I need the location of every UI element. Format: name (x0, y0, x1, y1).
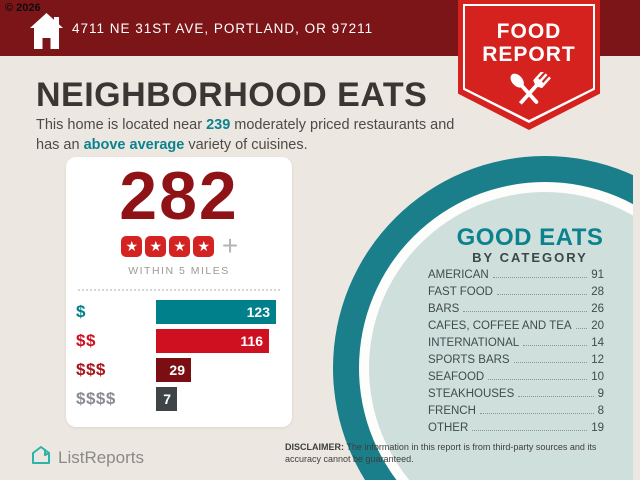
category-count: 28 (591, 286, 604, 298)
category-count: 20 (591, 320, 604, 332)
subtitle-text-mid: moderately priced restaurants and has an (36, 117, 455, 153)
badge-face: FOOD REPORT (465, 6, 593, 120)
plus-icon: + (221, 230, 239, 261)
price-bar-row: $$$$ 7 (76, 387, 282, 411)
star-icon: ★ (193, 235, 215, 257)
price-bar: 123 (156, 300, 276, 324)
price-bar-value: 29 (169, 362, 185, 378)
category-label: INTERNATIONAL (428, 337, 520, 349)
total-restaurant-count: 282 (119, 158, 239, 234)
category-count: 26 (591, 303, 604, 315)
price-bar-value: 116 (240, 333, 263, 349)
dotted-leader (518, 396, 594, 397)
restaurant-summary-card: 282 ★ ★ ★ ★ + WITHIN 5 MILES $123 $$ 116 $$$ 29 $… (66, 157, 292, 427)
restaurant-count: 239 (206, 117, 231, 133)
subtitle-text-post: variety of cuisines. (184, 136, 308, 153)
price-tier-label: $ (76, 302, 86, 321)
home-icon (28, 11, 65, 56)
dotted-leader (492, 277, 588, 278)
dotted-divider (78, 289, 280, 291)
category-count: 19 (591, 422, 604, 434)
disclaimer-text: The information in this report is from t… (285, 442, 597, 464)
star-icon: ★ (145, 235, 167, 257)
dotted-leader (479, 413, 594, 414)
price-bar-value: 7 (163, 391, 171, 407)
price-bar: 29 (156, 358, 191, 382)
dotted-leader (575, 328, 588, 329)
price-bar-row: $123 (76, 300, 282, 324)
category-count: 91 (591, 269, 604, 281)
category-count: 14 (591, 337, 604, 349)
price-bar-value: 123 (246, 304, 270, 320)
category-row: CAFES, COFFEE AND TEA 20 (428, 320, 604, 337)
disclaimer: DISCLAIMER: The information in this repo… (285, 442, 615, 465)
dotted-leader (463, 311, 588, 312)
category-row: STEAKHOUSES 9 (428, 388, 604, 405)
property-address: 4711 NE 31ST AVE, PORTLAND, OR 97211 (72, 20, 374, 36)
category-count: 9 (597, 388, 604, 400)
badge-title-line1: FOOD (496, 20, 562, 43)
category-row: OTHER 19 (428, 422, 604, 439)
category-label: FRENCH (428, 405, 476, 417)
dotted-leader (472, 430, 588, 431)
category-count: 12 (591, 354, 604, 366)
brand-logo: ListReports (30, 444, 144, 471)
category-label: SPORTS BARS (428, 354, 510, 366)
variety-highlight: above average (83, 136, 185, 153)
disclaimer-label: DISCLAIMER: (285, 442, 344, 452)
category-label: BARS (428, 303, 460, 315)
category-row: AMERICAN 91 (428, 269, 604, 286)
dotted-leader (513, 362, 588, 363)
category-label: AMERICAN (428, 269, 489, 281)
dotted-leader (496, 294, 588, 295)
category-row: SEAFOOD 10 (428, 371, 604, 388)
category-label: CAFES, COFFEE AND TEA (428, 320, 572, 332)
good-eats-circle (320, 56, 633, 480)
category-label: STEAKHOUSES (428, 388, 515, 400)
category-row: BARS 26 (428, 303, 604, 320)
price-bars: $123 $$ 116 $$$ 29 $$$$ 7 (76, 300, 282, 411)
category-row: INTERNATIONAL 14 (428, 337, 604, 354)
price-bar-row: $$ 116 (76, 329, 282, 353)
copyright-text: © 2026 (5, 2, 41, 14)
brand-name: ListReports (58, 447, 144, 467)
category-count: 10 (591, 371, 604, 383)
star-icon: ★ (169, 235, 191, 257)
badge-title-line2: REPORT (482, 43, 576, 66)
category-row: FAST FOOD 28 (428, 286, 604, 303)
crossed-utensils-icon (506, 70, 552, 119)
star-icon: ★ (121, 235, 143, 257)
page-subtitle: This home is located near 239 moderately… (36, 116, 458, 155)
category-row: FRENCH 8 (428, 405, 604, 422)
price-tier-label: $$ (76, 331, 96, 350)
page-title: NEIGHBORHOOD EATS (36, 76, 428, 114)
good-eats-subtitle: BY CATEGORY (472, 250, 588, 265)
category-count: 8 (597, 405, 604, 417)
price-bar: 116 (156, 329, 269, 353)
dotted-leader (488, 379, 588, 380)
good-eats-title: GOOD EATS (456, 224, 604, 251)
price-bar: 7 (156, 387, 177, 411)
subtitle-text: This home is located near (36, 117, 207, 133)
price-tier-label: $$$$ (76, 389, 116, 408)
category-row: SPORTS BARS 12 (428, 354, 604, 371)
listreports-house-icon (30, 444, 52, 471)
category-list: AMERICAN 91 FAST FOOD 28 BARS 26 CAFES, COFFEE… (428, 269, 604, 439)
category-label: SEAFOOD (428, 371, 485, 383)
star-rating: ★ ★ ★ ★ + (66, 230, 292, 261)
price-bar-row: $$$ 29 (76, 358, 282, 382)
dotted-leader (523, 345, 588, 346)
radius-label: WITHIN 5 MILES (128, 265, 230, 277)
category-label: FAST FOOD (428, 286, 493, 298)
food-report-badge: FOOD REPORT (458, 0, 600, 130)
category-label: OTHER (428, 422, 469, 434)
price-tier-label: $$$ (76, 360, 106, 379)
